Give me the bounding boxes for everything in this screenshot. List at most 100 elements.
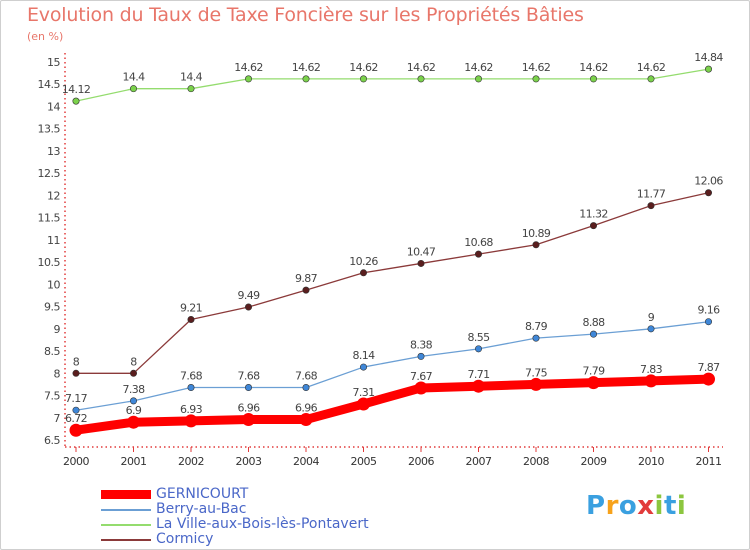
data-label: 9.21 [180, 301, 202, 314]
x-tick-label: 2008 [523, 455, 549, 468]
y-tick-label: 7.5 [44, 390, 60, 403]
data-label: 8 [73, 355, 80, 368]
chart-title: Evolution du Taux de Taxe Foncière sur l… [27, 4, 584, 26]
data-label: 14.62 [464, 61, 493, 74]
data-point [417, 75, 425, 83]
data-point [72, 406, 80, 414]
data-label: 6.9 [126, 404, 142, 417]
data-point [245, 75, 253, 83]
data-label: 10.47 [407, 245, 436, 258]
logo-letter: P [586, 491, 606, 521]
data-label: 7.79 [582, 365, 605, 378]
legend-swatch [101, 490, 151, 499]
legend-label: La Ville-aux-Bois-lès-Pontavert [156, 516, 369, 532]
data-point [72, 97, 80, 105]
y-tick-label: 14 [47, 100, 60, 113]
data-label: 7.71 [467, 368, 489, 381]
legend-swatch [101, 523, 151, 526]
data-point [532, 75, 540, 83]
data-point [532, 241, 540, 249]
data-point [417, 352, 425, 360]
data-label: 8 [130, 355, 137, 368]
data-label: 14.62 [637, 61, 666, 74]
data-point [587, 376, 600, 390]
data-label: 12.06 [694, 175, 723, 188]
proxiti-logo: Proxiti [586, 491, 686, 521]
data-point [647, 325, 655, 333]
legend-swatch [101, 508, 151, 511]
legend-label: GERNICOURT [156, 486, 249, 502]
data-label: 14.62 [522, 61, 551, 74]
logo-letter: o [618, 491, 638, 521]
data-label: 8.14 [352, 349, 375, 362]
y-tick-label: 13 [47, 145, 60, 158]
legend-item: Cormicy [101, 532, 369, 547]
data-label: 6.96 [295, 402, 318, 415]
data-point [359, 363, 367, 371]
data-point [702, 372, 715, 386]
data-label: 8.79 [525, 320, 548, 333]
data-point [474, 345, 482, 353]
y-tick-label: 10.5 [38, 256, 61, 269]
logo-letter: t [663, 491, 677, 521]
data-point [704, 318, 712, 326]
data-point [187, 315, 195, 323]
legend-label: Berry-au-Bac [156, 501, 247, 517]
x-tick-label: 2004 [293, 455, 319, 468]
x-tick-label: 2000 [63, 455, 89, 468]
data-point [644, 374, 658, 388]
data-point [704, 65, 712, 73]
legend-swatch [101, 538, 151, 541]
data-point [299, 413, 313, 427]
y-tick-label: 8.5 [44, 345, 60, 358]
data-point [187, 85, 195, 93]
data-point [245, 303, 253, 311]
data-point [474, 250, 482, 258]
data-point [302, 384, 310, 392]
data-point [357, 397, 370, 411]
x-tick-label: 2002 [178, 455, 204, 468]
data-point [187, 384, 195, 392]
data-label: 14.62 [292, 61, 321, 74]
data-point [72, 369, 80, 377]
series-line [75, 68, 710, 102]
data-point [184, 414, 198, 428]
data-label: 14.4 [180, 71, 203, 84]
logo-letter: i [676, 491, 687, 521]
data-point [532, 334, 540, 342]
data-label: 6.96 [237, 402, 260, 415]
legend-label: Cormicy [156, 531, 214, 547]
data-label: 14.4 [122, 71, 145, 84]
data-label: 14.62 [234, 61, 263, 74]
data-point [647, 75, 655, 83]
y-tick-label: 9.5 [44, 301, 60, 314]
data-label: 14.62 [407, 61, 436, 74]
y-tick-label: 12 [47, 189, 60, 202]
data-label: 7.31 [352, 386, 374, 399]
y-tick-label: 11 [47, 234, 60, 247]
data-label: 14.62 [349, 61, 378, 74]
data-label: 9.87 [295, 272, 318, 285]
data-point [589, 75, 597, 83]
data-label: 7.38 [122, 383, 145, 396]
legend: GERNICOURT Berry-au-Bac La Ville-aux-Bois-… [101, 487, 369, 547]
x-tick-label: 2010 [638, 455, 664, 468]
data-label: 7.87 [697, 361, 720, 374]
data-label: 7.68 [180, 370, 203, 383]
y-tick-label: 12.5 [38, 167, 61, 180]
data-point [245, 384, 253, 392]
data-label: 8.88 [582, 316, 605, 329]
data-label: 10.89 [522, 227, 551, 240]
x-tick-label: 2003 [236, 455, 262, 468]
legend-item: La Ville-aux-Bois-lès-Pontavert [101, 517, 369, 532]
data-label: 10.26 [349, 255, 378, 268]
data-point [417, 259, 425, 267]
data-point [647, 202, 655, 210]
data-label: 9 [648, 311, 655, 324]
data-point [127, 415, 140, 429]
y-tick-label: 10 [47, 278, 60, 291]
data-point [589, 222, 597, 230]
y-tick-label: 11.5 [38, 212, 61, 225]
data-point [130, 85, 138, 93]
